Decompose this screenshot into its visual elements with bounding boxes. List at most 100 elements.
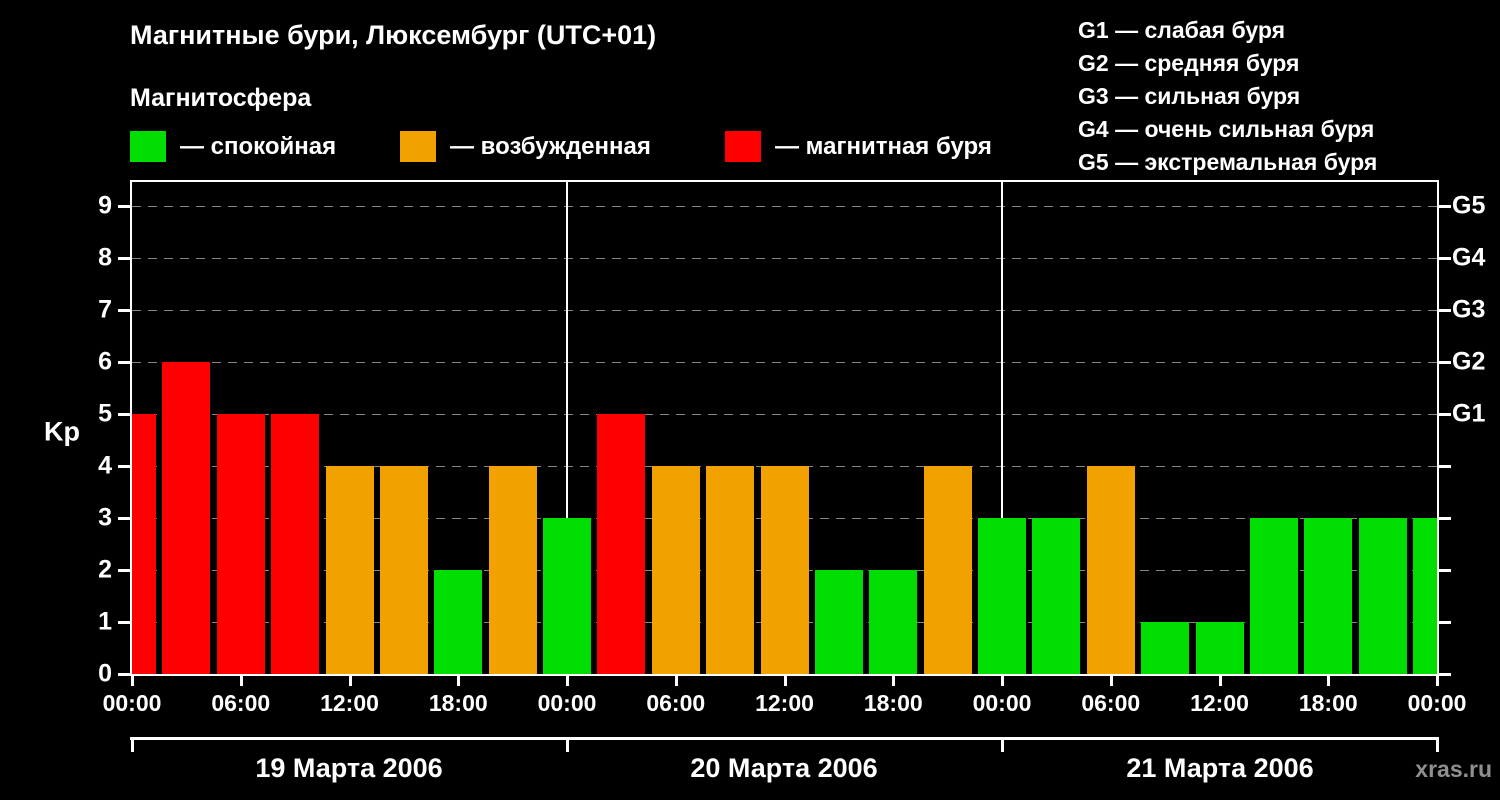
x-tick-label: 12:00: [320, 690, 379, 716]
y-tick-left: [118, 205, 130, 208]
storm-label: — магнитная буря: [775, 132, 992, 160]
x-tick-label: 12:00: [1190, 690, 1249, 716]
x-tick: [674, 676, 678, 686]
x-tick-label: 06:00: [646, 690, 706, 716]
x-tick: [1436, 676, 1439, 686]
date-label-day2: 20 Марта 2006: [690, 753, 878, 783]
y-tick-label: 9: [98, 191, 112, 220]
y-tick-right: [1439, 205, 1451, 208]
y-tick-left: [118, 673, 130, 676]
date-label-day1: 19 Марта 2006: [255, 753, 443, 783]
y-tick-right: [1439, 413, 1451, 416]
y-tick-label: 1: [98, 607, 112, 636]
kp-bar: [325, 466, 374, 674]
x-tick-label: 00:00: [102, 690, 162, 716]
kp-bar: [814, 570, 863, 674]
x-tick: [348, 676, 352, 686]
y-tick-right: [1439, 257, 1451, 260]
g-axis-label: G1: [1452, 399, 1486, 428]
y-tick-label: 5: [98, 399, 112, 428]
y-tick-left: [118, 517, 130, 520]
g-axis-label: G5: [1452, 191, 1486, 220]
gridline: [132, 310, 1437, 311]
gridline: [132, 206, 1437, 207]
y-tick-left: [118, 309, 130, 312]
y-tick-right: [1439, 309, 1451, 312]
day-separator-line: [566, 182, 568, 674]
x-tick: [131, 676, 134, 686]
day-separator-line: [1001, 182, 1003, 674]
date-axis-line: [130, 737, 1439, 740]
kp-bar: [923, 466, 972, 674]
y-tick-right: [1439, 569, 1451, 572]
kp-bar: [597, 414, 646, 674]
g1-legend-line: G1 — слабая буря: [1078, 17, 1286, 43]
x-tick-label: 00:00: [1407, 690, 1467, 716]
storm-color-swatch: [725, 131, 761, 162]
kp-bar: [869, 570, 918, 674]
y-tick-left: [118, 361, 130, 364]
kp-bar: [1141, 622, 1190, 674]
kp-axis-label: Kp: [44, 416, 80, 447]
y-tick-right: [1439, 673, 1451, 676]
kp-bar: [543, 518, 591, 674]
x-tick: [457, 676, 461, 686]
kp-bar: [434, 570, 483, 674]
y-tick-left: [118, 569, 130, 572]
quiet-color-swatch: [130, 131, 166, 162]
x-tick: [239, 676, 243, 686]
kp-bar: [1413, 518, 1437, 674]
kp-bar: [488, 466, 537, 674]
y-tick-right: [1439, 517, 1451, 520]
page-title: Магнитные бури, Люксембург (UTC+01): [130, 20, 657, 50]
x-tick-label: 00:00: [537, 690, 597, 716]
x-tick-label: 12:00: [755, 690, 814, 716]
y-tick-right: [1439, 621, 1451, 624]
date-axis-tick: [1436, 737, 1439, 752]
g-axis-label: G3: [1452, 295, 1486, 324]
y-tick-label: 6: [98, 347, 112, 376]
x-tick-label: 00:00: [972, 690, 1032, 716]
kp-bar: [162, 362, 211, 674]
g-scale-legend: G1 — слабая буря G2 — средняя буря G3 — …: [1078, 14, 1377, 179]
g-axis-label: G2: [1452, 347, 1486, 376]
kp-bar: [1358, 518, 1407, 674]
kp-bar: [651, 466, 700, 674]
x-tick: [1109, 676, 1113, 686]
x-tick: [1218, 676, 1222, 686]
kp-bar: [216, 414, 265, 674]
x-tick: [1327, 676, 1331, 686]
kp-bar: [271, 414, 320, 674]
legend-item-quiet: — спокойная: [130, 131, 336, 162]
unsettled-label: — возбужденная: [450, 132, 651, 160]
x-tick: [783, 676, 787, 686]
kp-bar: [1304, 518, 1353, 674]
kp-bar: [706, 466, 755, 674]
y-tick-label: 7: [98, 295, 112, 324]
kp-bar: [1032, 518, 1081, 674]
kp-bar: [132, 414, 156, 674]
y-tick-right: [1439, 465, 1451, 468]
gridline: [132, 362, 1437, 363]
y-tick-label: 8: [98, 243, 112, 272]
quiet-label: — спокойная: [180, 132, 337, 160]
y-tick-label: 4: [98, 451, 112, 480]
x-tick-label: 06:00: [1081, 690, 1141, 716]
g3-legend-line: G3 — сильная буря: [1078, 83, 1301, 109]
date-axis-tick: [1001, 737, 1004, 752]
watermark: xras.ru: [1415, 756, 1492, 782]
kp-bar: [760, 466, 809, 674]
y-tick-left: [118, 621, 130, 624]
y-tick-left: [118, 257, 130, 260]
date-axis-tick: [566, 737, 569, 752]
x-tick: [892, 676, 896, 686]
x-tick-label: 18:00: [863, 690, 923, 716]
legend-item-storm: — магнитная буря: [725, 131, 992, 162]
gridline: [132, 258, 1437, 259]
y-tick-right: [1439, 361, 1451, 364]
x-tick: [1001, 676, 1004, 686]
x-tick-label: 06:00: [211, 690, 271, 716]
x-tick-label: 18:00: [1298, 690, 1358, 716]
kp-bar: [379, 466, 428, 674]
